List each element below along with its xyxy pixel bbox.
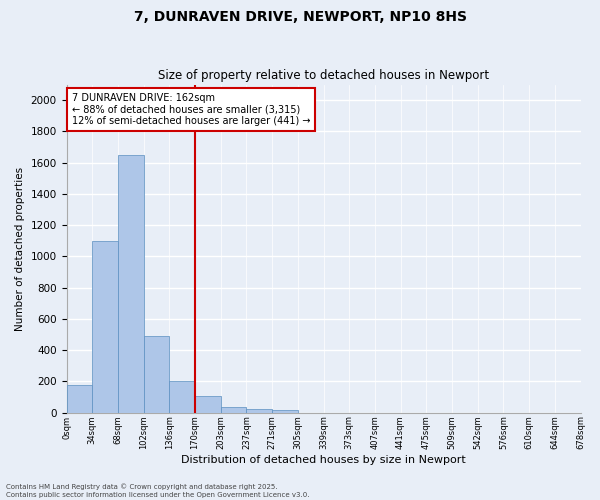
- Text: Contains public sector information licensed under the Open Government Licence v3: Contains public sector information licen…: [6, 492, 310, 498]
- Text: 7, DUNRAVEN DRIVE, NEWPORT, NP10 8HS: 7, DUNRAVEN DRIVE, NEWPORT, NP10 8HS: [133, 10, 467, 24]
- Bar: [221, 407, 247, 412]
- Bar: [118, 155, 143, 412]
- Bar: [247, 409, 272, 412]
- Title: Size of property relative to detached houses in Newport: Size of property relative to detached ho…: [158, 69, 489, 82]
- Bar: [195, 396, 221, 412]
- Y-axis label: Number of detached properties: Number of detached properties: [15, 166, 25, 330]
- Text: Contains HM Land Registry data © Crown copyright and database right 2025.: Contains HM Land Registry data © Crown c…: [6, 484, 277, 490]
- Bar: [169, 382, 195, 412]
- Text: 7 DUNRAVEN DRIVE: 162sqm
← 88% of detached houses are smaller (3,315)
12% of sem: 7 DUNRAVEN DRIVE: 162sqm ← 88% of detach…: [71, 93, 310, 126]
- X-axis label: Distribution of detached houses by size in Newport: Distribution of detached houses by size …: [181, 455, 466, 465]
- Bar: [272, 410, 298, 412]
- Bar: [92, 241, 118, 412]
- Bar: [67, 386, 92, 412]
- Bar: [143, 336, 169, 412]
